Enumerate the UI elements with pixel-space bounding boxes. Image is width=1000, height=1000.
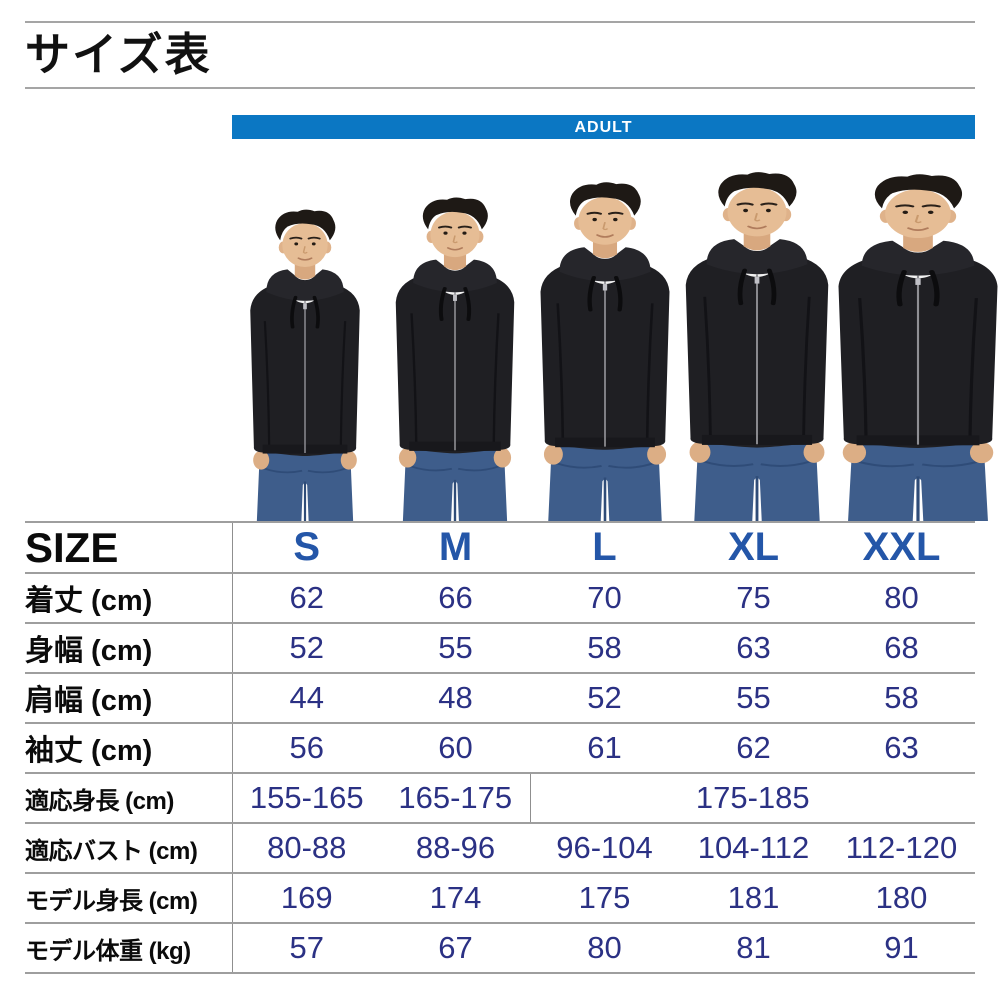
adult-banner-label: ADULT: [574, 118, 633, 136]
size-table-body: SIZE S M L XL XXL 着丈 (cm) 62 66 70 75 80 身幅 (cm) 52 55…: [25, 522, 975, 973]
title-rule-top: [25, 21, 975, 23]
value-cell: 61: [530, 722, 679, 773]
value-cell: 66: [381, 572, 530, 623]
table-row: 袖丈 (cm) 56 60 61 62 63: [25, 722, 975, 773]
value-cell: 48: [381, 672, 530, 723]
value-cell: 180: [828, 872, 975, 923]
models-photo-graphic: [248, 139, 1000, 521]
value-cell: 63: [679, 622, 828, 673]
value-cell: 58: [530, 622, 679, 673]
value-cell: 80-88: [232, 822, 381, 873]
value-cell: 155-165: [232, 772, 381, 823]
value-cell: 58: [828, 672, 975, 723]
row-label: 適応身長 (cm): [25, 772, 233, 823]
table-row: モデル身長 (cm) 169 174 175 181 180: [25, 872, 975, 923]
value-cell: 174: [381, 872, 530, 923]
value-cell: 80: [828, 572, 975, 623]
model-figure-xl: [686, 172, 829, 521]
value-cell: 75: [679, 572, 828, 623]
title-rule-bottom: [25, 87, 975, 89]
value-cell: 104-112: [679, 822, 828, 873]
row-label: 袖丈 (cm): [25, 722, 233, 773]
value-cell: 55: [381, 622, 530, 673]
value-cell: 60: [381, 722, 530, 773]
adult-banner: ADULT: [232, 115, 975, 140]
table-row: モデル体重 (kg) 57 67 80 81 91: [25, 922, 975, 973]
page-title: サイズ表: [25, 29, 212, 80]
table-row: 身幅 (cm) 52 55 58 63 68: [25, 622, 975, 673]
value-cell: 112-120: [828, 822, 975, 873]
size-col-header-xxl: XXL: [862, 525, 941, 569]
value-cell: 44: [232, 672, 381, 723]
value-cell: 67: [381, 922, 530, 973]
value-cell: 55: [679, 672, 828, 723]
model-figure-l: [541, 182, 670, 521]
row-label: 着丈 (cm): [25, 572, 233, 623]
value-cell: 70: [530, 572, 679, 623]
size-table-wrap: SIZE S M L XL XXL 着丈 (cm) 62 66 70 75 80 身幅 (cm) 52 55…: [25, 521, 975, 974]
model-figure-m: [393, 195, 517, 521]
row-label: モデル体重 (kg): [25, 922, 233, 973]
value-cell: 62: [232, 572, 381, 623]
value-cell: 62: [679, 722, 828, 773]
value-cell: 169: [232, 872, 381, 923]
value-cell: 181: [679, 872, 828, 923]
table-row: 着丈 (cm) 62 66 70 75 80: [25, 572, 975, 623]
size-col-header-xl: XL: [727, 525, 780, 569]
row-label: 肩幅 (cm): [25, 672, 233, 723]
value-cell: 165-175: [381, 772, 531, 823]
size-col-header-s: S: [293, 525, 321, 569]
table-row: 肩幅 (cm) 44 48 52 55 58: [25, 672, 975, 723]
table-row: 適応身長 (cm) 155-165 165-175 175-185: [25, 772, 975, 823]
size-col-header-l: L: [592, 525, 617, 569]
value-cell: 175: [530, 872, 679, 923]
value-cell: 57: [232, 922, 381, 973]
size-col-header-m: M: [438, 525, 473, 569]
row-label: モデル身長 (cm): [25, 872, 233, 923]
value-cell: 91: [828, 922, 975, 973]
value-cell: 96-104: [530, 822, 679, 873]
value-cell: 80: [530, 922, 679, 973]
size-table: SIZE S M L XL XXL 着丈 (cm) 62 66 70 75 80 身幅 (cm) 52 55…: [25, 521, 975, 974]
model-figure-xxl: [839, 174, 998, 521]
value-cell: 56: [232, 722, 381, 773]
value-cell: 52: [530, 672, 679, 723]
value-cell: 63: [828, 722, 975, 773]
table-row: 適応バスト (cm) 80-88 88-96 96-104 104-112 112-120: [25, 822, 975, 873]
size-corner-label: SIZE: [25, 522, 233, 573]
value-cell: 68: [828, 622, 975, 673]
value-cell: 88-96: [381, 822, 530, 873]
models-photo: [230, 139, 1000, 521]
row-label: 適応バスト (cm): [25, 822, 233, 873]
model-figure-s: [248, 207, 362, 521]
row-label: 身幅 (cm): [25, 622, 233, 673]
value-cell: 81: [679, 922, 828, 973]
value-cell: 175-185: [530, 772, 975, 823]
size-table-header-row: SIZE S M L XL XXL: [25, 522, 975, 573]
value-cell: 52: [232, 622, 381, 673]
